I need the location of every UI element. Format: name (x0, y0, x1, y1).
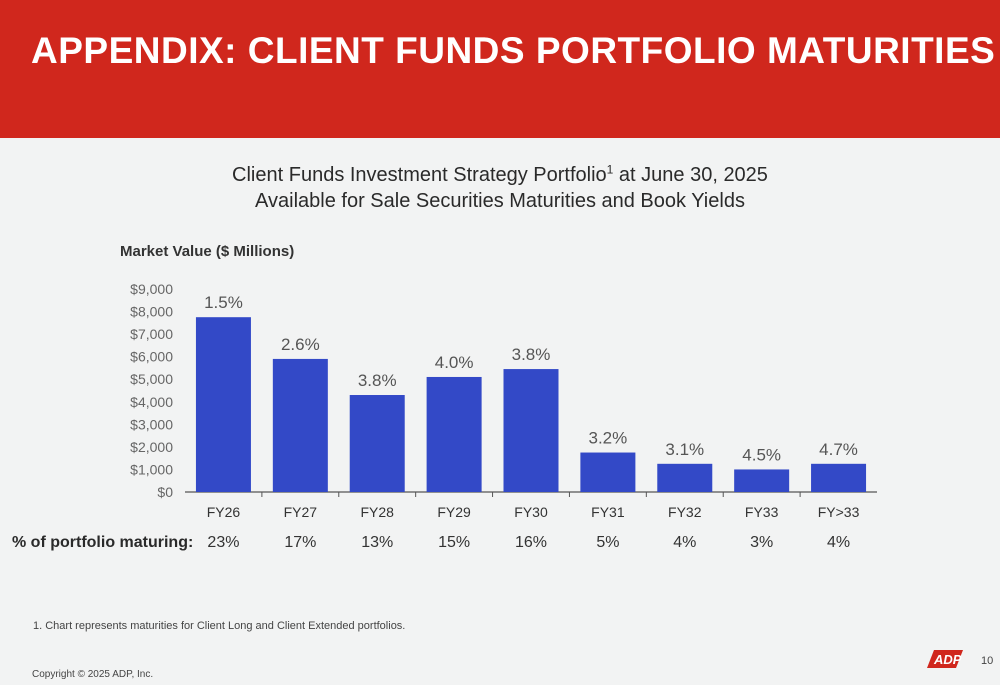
y-tick-label: $3,000 (130, 416, 173, 432)
portfolio-maturing-value: 4% (673, 534, 697, 551)
chart-title-line-2: Available for Sale Securities Maturities… (255, 190, 745, 212)
x-tick-label: FY26 (207, 504, 241, 520)
portfolio-maturing-value: 3% (750, 534, 774, 551)
portfolio-maturing-value: 13% (361, 534, 394, 551)
x-tick-label: FY29 (437, 504, 471, 520)
y-tick-label: $2,000 (130, 439, 173, 455)
y-tick-label: $4,000 (130, 394, 173, 410)
data-label: 3.8% (358, 371, 397, 390)
adp-logo-icon: ADP (927, 650, 963, 668)
bar (580, 452, 636, 492)
x-tick-label: FY>33 (818, 504, 860, 520)
page-title: APPENDIX: CLIENT FUNDS PORTFOLIO MATURIT… (31, 30, 996, 71)
chart-title-line-1: Client Funds Investment Strategy Portfol… (0, 162, 1000, 188)
footnote-marker: 1 (606, 162, 614, 177)
portfolio-maturing-value: 4% (826, 534, 851, 551)
bar (811, 463, 867, 492)
y-tick-label: $8,000 (130, 304, 173, 320)
bar (349, 395, 405, 492)
data-label: 2.6% (281, 335, 320, 354)
y-tick-label: $0 (157, 484, 173, 500)
x-tick-label: FY32 (668, 504, 702, 520)
y-tick-label: $6,000 (130, 349, 173, 365)
chart-title-main: Client Funds Investment Strategy Portfol… (232, 164, 607, 186)
bar (503, 369, 559, 492)
bar (734, 469, 790, 492)
header-banner: APPENDIX: CLIENT FUNDS PORTFOLIO MATURIT… (0, 0, 1000, 138)
bar (657, 463, 713, 492)
portfolio-maturing-value: 15% (438, 534, 471, 551)
portfolio-maturing-value: 16% (514, 534, 548, 551)
x-tick-label: FY27 (284, 504, 318, 520)
x-tick-label: FY30 (514, 504, 548, 520)
page-number: 10 (981, 655, 994, 667)
data-label: 1.5% (204, 293, 243, 312)
data-label: 4.5% (742, 445, 781, 464)
data-label: 3.1% (665, 440, 704, 459)
y-axis-label: Market Value ($ Millions) (120, 243, 295, 260)
footnote: 1. Chart represents maturities for Clien… (33, 620, 406, 632)
y-tick-label: $5,000 (130, 371, 173, 387)
chart-title: Client Funds Investment Strategy Portfol… (0, 162, 1000, 214)
y-tick-label: $7,000 (130, 326, 173, 342)
y-tick-label: $1,000 (130, 461, 173, 477)
x-tick-label: FY31 (591, 504, 625, 520)
chart-title-tail: at June 30, 2025 (613, 164, 768, 186)
portfolio-maturing-value: 17% (284, 534, 317, 551)
bar-chart: $0 $1,000 $2,000 $3,000 $4,000 $5,000 $6,000 $7… (130, 281, 877, 520)
svg-text:ADP: ADP (933, 652, 962, 667)
data-label: 3.2% (589, 429, 628, 448)
copyright: Copyright © 2025 ADP, Inc. (32, 669, 154, 680)
data-label: 3.8% (512, 345, 551, 364)
data-label: 4.7% (819, 440, 858, 459)
bar (195, 317, 251, 492)
y-tick-label: $9,000 (130, 281, 173, 297)
portfolio-maturing-value: 23% (207, 534, 240, 551)
x-tick-label: FY33 (745, 504, 779, 520)
portfolio-maturing-row: 23% 17% 13% 15% 16% 5% 4% 3% 4% (0, 534, 1000, 556)
bar (272, 358, 328, 492)
portfolio-maturing-value: 5% (596, 534, 620, 551)
x-tick-label: FY28 (360, 504, 394, 520)
portfolio-maturing-label: % of portfolio maturing: (12, 534, 194, 551)
data-label: 4.0% (435, 353, 474, 372)
bar (426, 376, 482, 492)
